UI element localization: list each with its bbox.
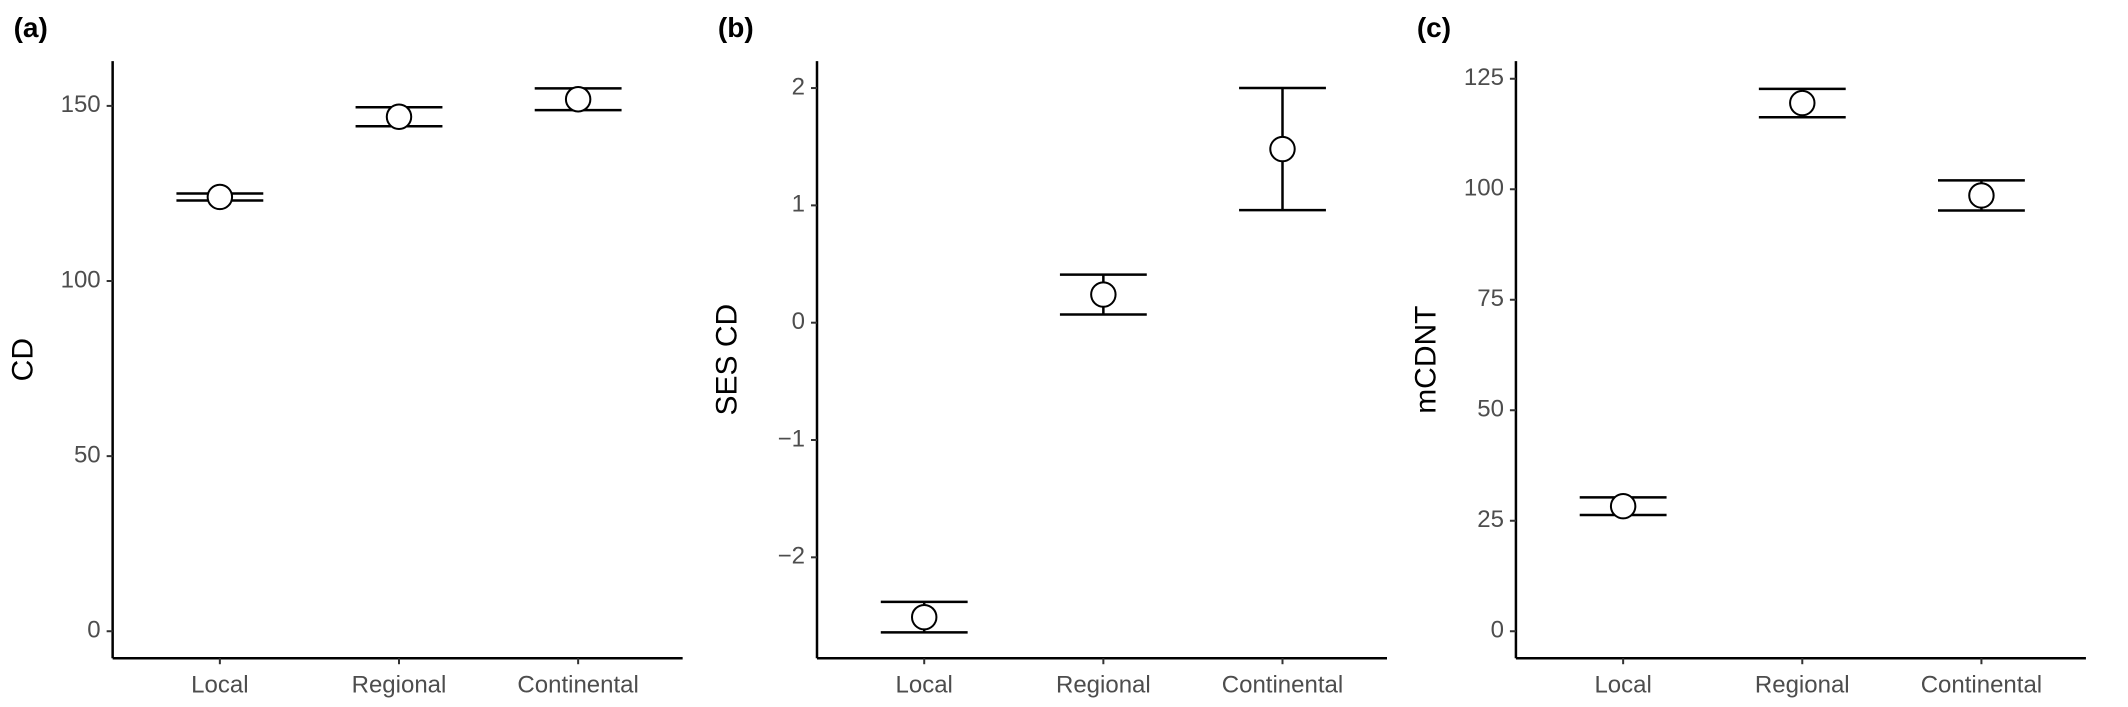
panel-label: (a) — [14, 12, 48, 43]
point — [206, 183, 234, 211]
x-tick-label: Regional — [1056, 672, 1151, 699]
x-tick-label: Regional — [1755, 672, 1850, 699]
point — [385, 103, 413, 130]
y-tick-label: 2 — [792, 73, 805, 100]
point — [564, 86, 592, 113]
y-tick-label: 25 — [1477, 506, 1504, 533]
panel: (a) CD 0 50 100 150 Local Regional Continental — [6, 12, 683, 699]
y-tick-label: 100 — [61, 266, 101, 293]
panel: (c) mCDNT 0 25 50 75 100 125 Local Regional Contin… — [1410, 12, 2086, 699]
x-tick-label: Continental — [517, 672, 638, 699]
y-axis-title: mCDNT — [1410, 305, 1443, 413]
y-tick-label: 0 — [1491, 617, 1504, 644]
x-tick-label: Local — [1594, 672, 1651, 699]
point — [1269, 135, 1296, 163]
y-axis-title: CD — [6, 338, 39, 381]
y-tick-label: 1 — [792, 191, 805, 218]
x-tick-label: Local — [191, 672, 248, 699]
panel-label: (b) — [718, 12, 754, 43]
point — [1789, 89, 1816, 117]
panel: (b) SES CD −2 −1 0 1 2 Local Regional Continental — [711, 12, 1387, 699]
point — [1968, 182, 1995, 209]
y-tick-label: 75 — [1477, 285, 1504, 312]
point — [911, 603, 938, 631]
y-tick-label: 100 — [1464, 175, 1504, 202]
y-tick-label: −1 — [778, 425, 805, 452]
y-tick-label: 125 — [1464, 64, 1504, 91]
x-tick-label: Local — [896, 672, 953, 699]
x-tick-label: Continental — [1921, 672, 2042, 699]
y-tick-label: 150 — [61, 91, 101, 118]
x-tick-label: Continental — [1222, 672, 1343, 699]
y-tick-label: 0 — [87, 617, 100, 644]
y-tick-label: 50 — [74, 441, 101, 468]
panel-label: (c) — [1417, 12, 1451, 43]
y-tick-label: 50 — [1477, 396, 1504, 423]
point — [1609, 492, 1637, 520]
y-axis-title: SES CD — [711, 304, 744, 416]
point — [1090, 281, 1117, 308]
x-tick-label: Regional — [352, 672, 447, 699]
y-tick-label: 0 — [792, 308, 805, 335]
y-tick-label: −2 — [778, 543, 805, 570]
